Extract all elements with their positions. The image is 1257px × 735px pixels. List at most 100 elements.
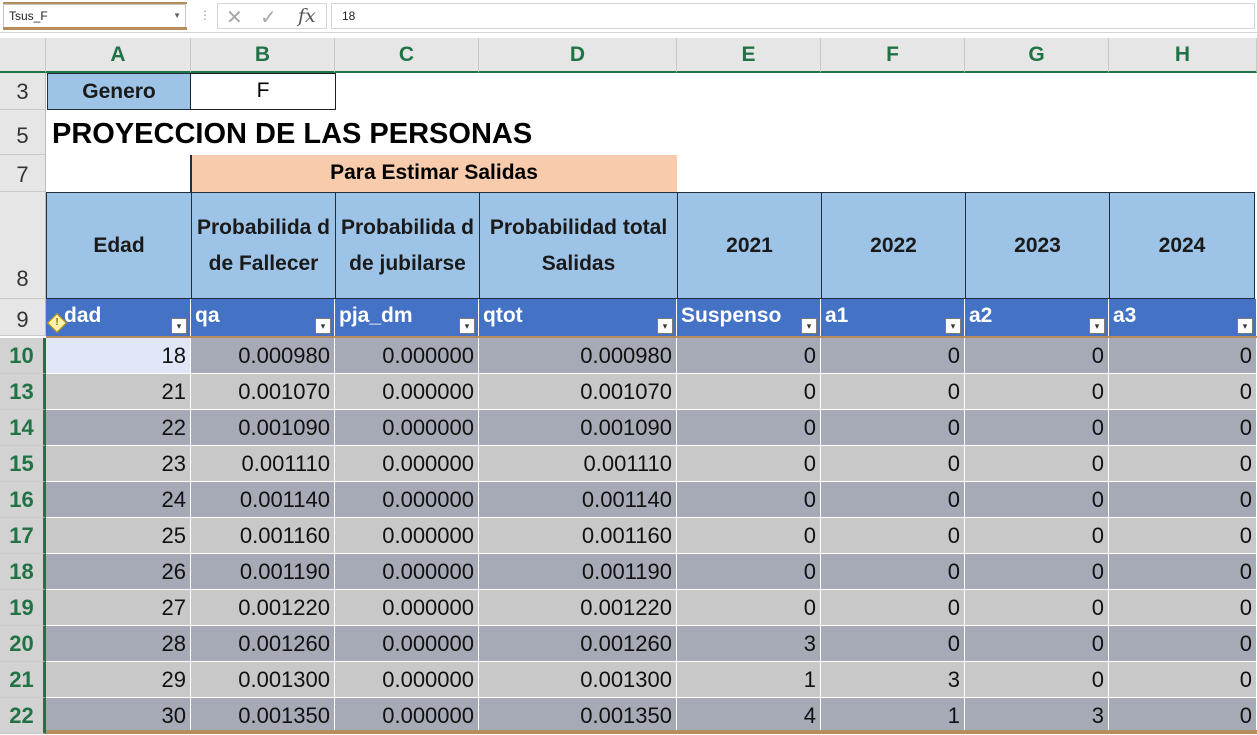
cell-qtot[interactable]: 0.001260 bbox=[479, 626, 677, 662]
cell-edad[interactable]: 25 bbox=[46, 518, 191, 554]
insert-function-icon[interactable]: fx bbox=[298, 5, 316, 27]
cell-edad[interactable]: 30 bbox=[46, 698, 191, 734]
cell-a1[interactable]: 3 bbox=[821, 662, 965, 698]
table-header-suspenso[interactable]: Suspenso ▾ bbox=[677, 299, 821, 336]
cell-edad[interactable]: 24 bbox=[46, 482, 191, 518]
enter-icon[interactable]: ✓ bbox=[260, 7, 277, 29]
column-header-h[interactable]: H bbox=[1109, 38, 1257, 73]
cell-a1[interactable]: 0 bbox=[821, 626, 965, 662]
cell-a2[interactable]: 0 bbox=[965, 518, 1109, 554]
cell-a2[interactable]: 3 bbox=[965, 698, 1109, 734]
row-header[interactable]: 20 bbox=[0, 626, 46, 662]
cell-a2[interactable]: 0 bbox=[965, 374, 1109, 410]
row-header-8[interactable]: 8 bbox=[0, 192, 46, 299]
filter-dropdown-icon[interactable]: ▾ bbox=[801, 318, 817, 334]
cell-a1[interactable]: 1 bbox=[821, 698, 965, 734]
table-header-qtot[interactable]: qtot ▾ bbox=[479, 299, 677, 336]
cell-edad[interactable]: 18 bbox=[46, 338, 191, 374]
cell-edad[interactable]: 21 bbox=[46, 374, 191, 410]
cell-qtot[interactable]: 0.001300 bbox=[479, 662, 677, 698]
cell-qtot[interactable]: 0.001220 bbox=[479, 590, 677, 626]
cell-qtot[interactable]: 0.001160 bbox=[479, 518, 677, 554]
cell-suspenso[interactable]: 0 bbox=[677, 410, 821, 446]
row-header[interactable]: 21 bbox=[0, 662, 46, 698]
cell-edad[interactable]: 23 bbox=[46, 446, 191, 482]
column-header-c[interactable]: C bbox=[335, 38, 479, 73]
row-header-5[interactable]: 5 bbox=[0, 110, 46, 155]
name-box[interactable]: Tsus_F ▼ bbox=[3, 4, 186, 28]
cell-qa[interactable]: 0.001160 bbox=[191, 518, 335, 554]
column-header-e[interactable]: E bbox=[677, 38, 821, 73]
cell-a1[interactable]: 0 bbox=[821, 374, 965, 410]
row-header[interactable]: 15 bbox=[0, 446, 46, 482]
cell-a2[interactable]: 0 bbox=[965, 554, 1109, 590]
cell-edad[interactable]: 22 bbox=[46, 410, 191, 446]
cell-qtot[interactable]: 0.001140 bbox=[479, 482, 677, 518]
cell-a3[interactable]: 0 bbox=[1109, 410, 1257, 446]
cancel-icon[interactable]: ✕ bbox=[226, 7, 243, 29]
column-header-g[interactable]: G bbox=[965, 38, 1109, 73]
cell-qa[interactable]: 0.001220 bbox=[191, 590, 335, 626]
cell-a1[interactable]: 0 bbox=[821, 338, 965, 374]
cell-edad[interactable]: 27 bbox=[46, 590, 191, 626]
cell-pja-dm[interactable]: 0.000000 bbox=[335, 626, 479, 662]
row-header[interactable]: 13 bbox=[0, 374, 46, 410]
cell-suspenso[interactable]: 1 bbox=[677, 662, 821, 698]
cell-a3[interactable]: 0 bbox=[1109, 662, 1257, 698]
cell-a2[interactable]: 0 bbox=[965, 446, 1109, 482]
cell-qtot[interactable]: 0.001350 bbox=[479, 698, 677, 734]
table-header-a2[interactable]: a2 ▾ bbox=[965, 299, 1109, 336]
cell-suspenso[interactable]: 0 bbox=[677, 518, 821, 554]
cell-a3[interactable]: 0 bbox=[1109, 374, 1257, 410]
cell-a2[interactable]: 0 bbox=[965, 482, 1109, 518]
row-header[interactable]: 19 bbox=[0, 590, 46, 626]
cell-a1[interactable]: 0 bbox=[821, 518, 965, 554]
cell-a3[interactable]: 0 bbox=[1109, 518, 1257, 554]
cell-qa[interactable]: 0.001110 bbox=[191, 446, 335, 482]
filter-dropdown-icon[interactable]: ▾ bbox=[1237, 318, 1253, 334]
cell-qa[interactable]: 0.001350 bbox=[191, 698, 335, 734]
cell-qa[interactable]: 0.001300 bbox=[191, 662, 335, 698]
cell-a1[interactable]: 0 bbox=[821, 554, 965, 590]
cell-pja-dm[interactable]: 0.000000 bbox=[335, 698, 479, 734]
filter-dropdown-icon[interactable]: ▾ bbox=[315, 318, 331, 334]
row-header-3[interactable]: 3 bbox=[0, 73, 46, 110]
cell-qa[interactable]: 0.000980 bbox=[191, 338, 335, 374]
cell-edad[interactable]: 29 bbox=[46, 662, 191, 698]
cell-pja-dm[interactable]: 0.000000 bbox=[335, 446, 479, 482]
cell-pja-dm[interactable]: 0.000000 bbox=[335, 662, 479, 698]
row-header-9[interactable]: 9 bbox=[0, 299, 46, 336]
cell-a1[interactable]: 0 bbox=[821, 410, 965, 446]
row-header-7[interactable]: 7 bbox=[0, 155, 46, 192]
cell-a2[interactable]: 0 bbox=[965, 410, 1109, 446]
cell-a3[interactable]: 0 bbox=[1109, 446, 1257, 482]
cell-pja-dm[interactable]: 0.000000 bbox=[335, 410, 479, 446]
cell-a3[interactable]: 0 bbox=[1109, 590, 1257, 626]
name-box-dropdown-icon[interactable]: ▼ bbox=[173, 11, 181, 20]
table-header-a3[interactable]: a3 ▾ bbox=[1109, 299, 1257, 336]
cell-suspenso[interactable]: 0 bbox=[677, 374, 821, 410]
cell-suspenso[interactable]: 0 bbox=[677, 446, 821, 482]
filter-dropdown-icon[interactable]: ▾ bbox=[171, 318, 187, 334]
formula-bar-grip-icon[interactable]: ⋮ bbox=[199, 8, 211, 22]
cell-pja-dm[interactable]: 0.000000 bbox=[335, 374, 479, 410]
cell-pja-dm[interactable]: 0.000000 bbox=[335, 554, 479, 590]
formula-input[interactable]: 18 bbox=[331, 3, 1255, 29]
cell-suspenso[interactable]: 0 bbox=[677, 482, 821, 518]
cell-pja-dm[interactable]: 0.000000 bbox=[335, 590, 479, 626]
row-header[interactable]: 22 bbox=[0, 698, 46, 734]
cell-pja-dm[interactable]: 0.000000 bbox=[335, 482, 479, 518]
cell-qtot[interactable]: 0.001090 bbox=[479, 410, 677, 446]
cell-qa[interactable]: 0.001140 bbox=[191, 482, 335, 518]
table-header-a1[interactable]: a1 ▾ bbox=[821, 299, 965, 336]
cell-a3[interactable]: 0 bbox=[1109, 482, 1257, 518]
select-all-corner[interactable] bbox=[0, 38, 46, 73]
cell-qtot[interactable]: 0.000980 bbox=[479, 338, 677, 374]
filter-dropdown-icon[interactable]: ▾ bbox=[1089, 318, 1105, 334]
filter-dropdown-icon[interactable]: ▾ bbox=[945, 318, 961, 334]
cell-suspenso[interactable]: 3 bbox=[677, 626, 821, 662]
cell-qa[interactable]: 0.001070 bbox=[191, 374, 335, 410]
row-header[interactable]: 17 bbox=[0, 518, 46, 554]
cell-qtot[interactable]: 0.001190 bbox=[479, 554, 677, 590]
column-header-d[interactable]: D bbox=[479, 38, 677, 73]
